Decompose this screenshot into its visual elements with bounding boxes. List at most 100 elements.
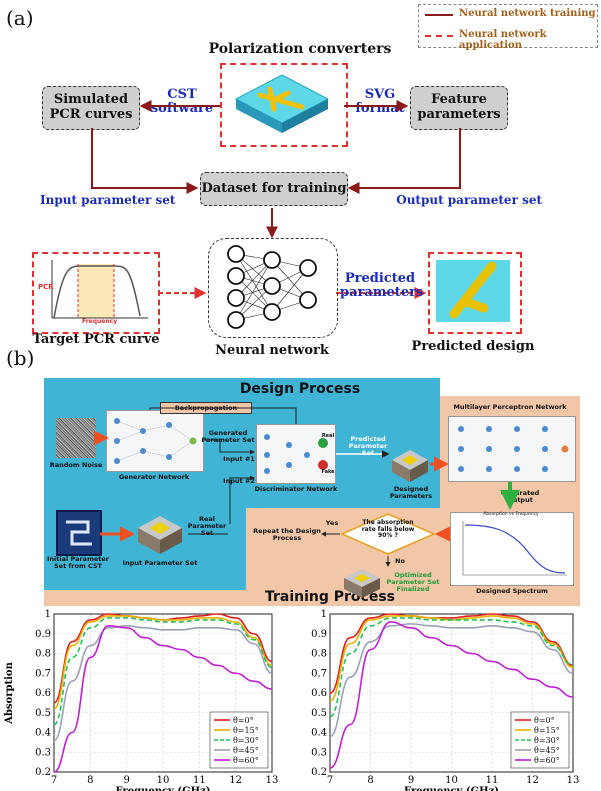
- panel-b-arrows: [94, 407, 520, 567]
- designed-parameters-label: Designed Parameters: [389, 485, 433, 501]
- y-tick-label: 0.7: [311, 668, 327, 679]
- target-pcr-plot: [51, 260, 148, 319]
- panel-a-arrows: [91, 100, 461, 299]
- legend-apply-line: [425, 35, 453, 37]
- legend-label-1: θ=15°: [233, 726, 259, 735]
- panel-b-letter: (b): [6, 346, 35, 370]
- legend-box: [209, 711, 269, 769]
- y-tick-label: 0.2: [35, 767, 51, 778]
- real-label: Real: [321, 433, 335, 439]
- series-line-1: [53, 615, 273, 710]
- generator-network-label: Generator Network: [118, 473, 190, 481]
- random-noise-label: Random Noise: [49, 461, 103, 469]
- y-tick-label: 0.2: [311, 767, 327, 778]
- x-tick-label: 7: [327, 775, 333, 786]
- y-tick-label: 1: [321, 609, 327, 620]
- y-tick-label: 0.9: [311, 629, 327, 640]
- x-tick-label: 9: [123, 775, 129, 786]
- legend-label-2: θ=30°: [534, 736, 560, 745]
- y-tick-label: 0.6: [311, 688, 327, 699]
- pcr-axis-label: PCR: [38, 283, 54, 291]
- feature-parameters-box: Feature parameters: [410, 86, 508, 130]
- mlp-network-box: [448, 416, 576, 482]
- absorption-chart-right: 7 8 9 10 11 12 13 0.2 0.3 0.4 0.5 0.6 0.7 0.8 0.9 1 Freq…: [311, 609, 579, 791]
- generated-parameter-set-label: Generated Parameter Set: [201, 429, 255, 445]
- x-tick-label: 12: [526, 775, 539, 786]
- legend-label-1: θ=15°: [534, 726, 560, 735]
- y-tick-label: 0.9: [35, 629, 51, 640]
- series-line-2: [53, 617, 273, 726]
- y-tick-label: 0.4: [35, 728, 51, 739]
- series-line-3: [329, 623, 574, 738]
- legend-box: Neural network training Neural network a…: [418, 4, 598, 51]
- decision-diamond: [340, 513, 436, 555]
- y-tick-label: 0.5: [35, 708, 51, 719]
- neural-network-diagram: [227, 245, 317, 329]
- legend-label-3: θ=45°: [534, 746, 560, 755]
- x-tick-label: 11: [193, 775, 206, 786]
- x-tick-label: 12: [229, 775, 242, 786]
- predicted-design-caption: Predicted design: [411, 339, 535, 354]
- y-tick-label: 0.8: [35, 649, 51, 660]
- decision-text: The absorption rate falls below 90% ?: [361, 519, 415, 540]
- optimized-cube: [344, 569, 380, 598]
- yes-label: Yes: [325, 519, 339, 527]
- training-strip-bg: [44, 590, 580, 606]
- legend-label-0: θ=0°: [534, 716, 555, 725]
- initial-parameter-set-label: Initial Parameter Set from CST: [47, 555, 109, 571]
- x-axis-label: Frequency (GHz): [404, 786, 499, 791]
- legend-label-2: θ=30°: [233, 736, 259, 745]
- input-1-label: Input #1: [223, 455, 255, 463]
- x-axis-label: Frequency (GHz): [116, 786, 211, 791]
- predicted-design-frame: [428, 252, 522, 334]
- panel-a-letter: (a): [6, 6, 34, 30]
- plot-frame: [53, 613, 273, 773]
- series-line-3: [53, 625, 273, 742]
- x-tick-label: 13: [266, 775, 279, 786]
- legend-label-4: θ=60°: [233, 756, 259, 765]
- absorption-chart-left: 7 8 9 10 11 12 13 0.2 0.3 0.4 0.5 0.6 0.7 0.8 0.9 1 Freq…: [4, 609, 279, 791]
- output-parameter-set-label: Output parameter set: [396, 193, 542, 207]
- frequency-axis-label: Frequency: [82, 318, 118, 325]
- random-noise-image: [56, 418, 96, 458]
- simulated-pcr-box: Simulated PCR curves: [42, 86, 140, 130]
- y-tick-label: 0.4: [311, 728, 327, 739]
- legend-box: [510, 711, 570, 769]
- x-tick-label: 7: [51, 775, 57, 786]
- x-tick-label: 8: [367, 775, 373, 786]
- legend-label-3: θ=45°: [233, 746, 259, 755]
- series-line-4: [53, 625, 273, 773]
- input-parameter-set-label: Input parameter set: [40, 193, 176, 207]
- input-parameter-set-label: Input Parameter Set: [122, 559, 198, 567]
- designed-spectrum-label: Designed Spectrum: [476, 587, 548, 595]
- real-parameter-set-label: Real Parameter Set: [187, 515, 227, 538]
- neural-network-caption: Neural network: [215, 343, 329, 358]
- legend-train-label: Neural network training: [459, 8, 596, 19]
- x-tick-label: 11: [486, 775, 499, 786]
- designed-parameters-cube: [392, 450, 428, 482]
- design-process-title: Design Process: [239, 381, 361, 397]
- spectrum-chart-title: Absorption vs Frequency: [483, 512, 539, 517]
- series-line-2: [329, 617, 574, 718]
- initial-parameter-image: [56, 510, 102, 556]
- fake-label: Fake: [321, 469, 335, 475]
- designed-spectrum-box: [450, 512, 574, 586]
- series-line-4: [329, 621, 574, 769]
- y-tick-label: 1: [45, 609, 51, 620]
- y-tick-label: 0.3: [311, 747, 327, 758]
- legend-label-0: θ=0°: [233, 716, 254, 725]
- optimized-label: Optimized Parameter Set Finalized: [386, 571, 440, 594]
- repeat-design-label: Repeat the Design Process: [253, 527, 321, 543]
- discriminator-network-box: [256, 424, 336, 484]
- x-tick-label: 8: [87, 775, 93, 786]
- series-line-0: [329, 613, 574, 694]
- y-tick-label: 0.6: [35, 688, 51, 699]
- input-parameter-cube: [138, 516, 182, 554]
- x-tick-label: 10: [157, 775, 170, 786]
- target-pcr-caption: Target PCR curve: [32, 332, 160, 347]
- predicted-parameters-label: Predicted parameters: [340, 271, 424, 301]
- input-2-label: Input #2: [223, 477, 255, 485]
- polarization-title: Polarization converters: [208, 41, 392, 57]
- legend-train-line: [425, 14, 453, 16]
- x-tick-label: 10: [445, 775, 458, 786]
